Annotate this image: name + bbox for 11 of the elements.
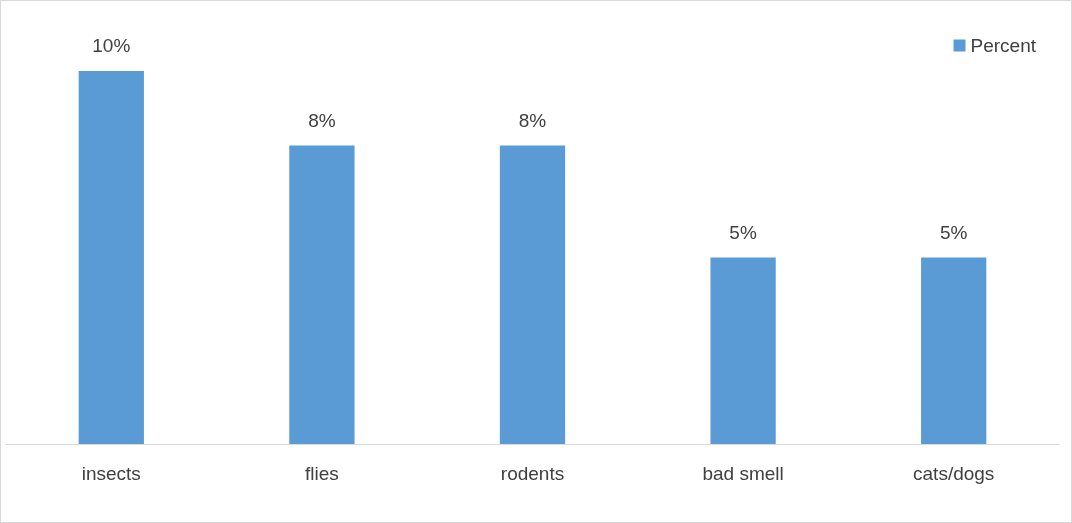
x-tick-label: flies <box>305 463 339 484</box>
data-label: 5% <box>939 221 968 243</box>
data-label: 5% <box>729 221 757 243</box>
x-tick-label: insects <box>81 463 141 484</box>
data-label: 10% <box>92 35 131 56</box>
legend-label: Percent <box>970 35 1037 56</box>
x-tick-label: bad smell <box>702 463 784 484</box>
x-tick-label: cats/dogs <box>913 463 995 484</box>
data-label: 8% <box>518 109 547 131</box>
x-tick-label: rodents <box>500 463 565 484</box>
data-label: 8% <box>308 109 336 131</box>
